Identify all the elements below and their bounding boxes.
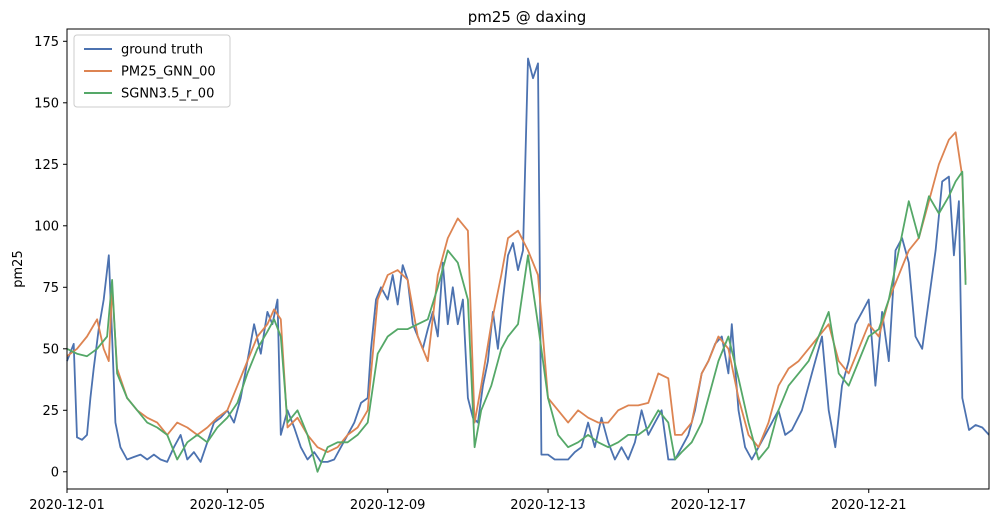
plot-frame [66, 28, 990, 490]
legend-box [73, 34, 231, 108]
x-tick-label: 2020-12-01 [29, 498, 105, 513]
series-line-1 [66, 57, 990, 463]
y-tick-label: 175 [34, 35, 59, 50]
y-axis: 0 25 50 75 100 125 150 175 [34, 35, 67, 480]
y-tick-label: 100 [34, 219, 59, 234]
series-line-2 [66, 131, 967, 453]
y-tick-label: 125 [34, 158, 59, 173]
y-tick-label: 25 [42, 404, 59, 419]
y-axis-label: pm25 [11, 250, 26, 287]
x-tick-label: 2020-12-17 [671, 498, 747, 513]
x-tick-label: 2020-12-21 [831, 498, 907, 513]
x-tick-label: 2020-12-05 [190, 498, 266, 513]
y-tick-label: 75 [42, 281, 59, 296]
y-tick-label: 150 [34, 96, 59, 111]
chart-title: pm25 @ daxing [468, 8, 587, 26]
x-tick-label: 2020-12-13 [510, 498, 586, 513]
legend-label-2: PM25_GNN_00 [121, 65, 216, 80]
y-tick-label: 0 [51, 465, 59, 480]
y-tick-label: 50 [42, 342, 59, 357]
x-tick-label: 2020-12-09 [350, 498, 426, 513]
series-line-3 [66, 170, 967, 473]
legend: ground truth PM25_GNN_00 SGNN3.5_r_00 [73, 34, 231, 108]
x-axis: 2020-12-01 2020-12-05 2020-12-09 2020-12-13… [29, 489, 907, 513]
legend-label-3: SGNN3.5_r_00 [121, 87, 214, 102]
legend-label-1: ground truth [121, 43, 203, 58]
series-layer [66, 57, 990, 473]
